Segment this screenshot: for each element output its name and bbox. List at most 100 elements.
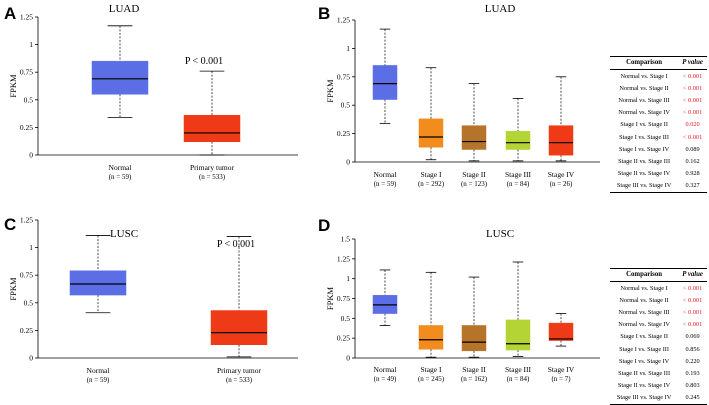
panel-d-box-stage-ii-count: (n = 162) [461,375,488,383]
panel-b-box-stage-iv-count: (n = 26) [550,180,573,188]
panel-b-ytick-label: 1.25 [337,16,350,25]
comparison-cell: Stage I vs. Stage III [619,133,669,141]
p-value-cell: 0.162 [685,157,700,165]
panel-d-ytick-label: 0.25 [337,334,350,343]
p-value-cell: < 0.001 [682,308,703,316]
panel-d-ytick-label: 1.25 [337,254,350,263]
table-row: Stage I vs. Stage II 0.069 [610,331,707,343]
comparison-header: Comparison [610,268,679,282]
p-value-header: P value [678,56,707,70]
panel-d-ytick-label: 0 [346,354,350,363]
panel-a-title: LUAD [109,3,140,15]
table-row: Stage I vs. Stage III < 0.001 [610,131,707,143]
panel-b-box-stage-ii-count: (n = 123) [461,180,488,188]
comparison-cell: Normal vs. Stage I [620,72,668,80]
panel-a-p-annotation: P < 0.001 [185,56,223,67]
panel-b-box-stage-iv-iqr [548,125,574,156]
table-row: Normal vs. Stage II < 0.001 [610,294,707,306]
panel-a-letter: A [4,4,16,23]
table-row: Stage III vs. Stage IV 0.245 [610,391,707,405]
panel-b-y-label: FPKM [325,79,335,103]
comparison-cell: Stage II vs. Stage IV [617,382,671,390]
panel-d-title: LUSC [486,228,514,240]
p-value-cell: 0.803 [685,382,700,390]
panel-a-box-primary-tumor-iqr [183,115,241,143]
comparison-cell: Normal vs. Stage II [619,84,669,92]
panel-d-ytick-label: 0.5 [341,314,351,323]
panel-b-box-stage-i-label: Stage I [420,170,442,179]
comparison-cell: Normal vs. Stage IV [618,109,670,117]
panel-b-box-normal-label: Normal [374,170,397,179]
comparison-cell: Normal vs. Stage III [618,308,670,316]
panel-b-box-stage-iii-iqr [505,131,531,150]
panel-b-box-stage-i-iqr [418,118,444,148]
stats-table-d: Comparison P value Normal vs. Stage I < 0.… [610,268,707,405]
panel-d-box-stage-i-label: Stage I [420,365,442,374]
panel-a-box-primary-tumor-count: (n = 533) [199,173,226,181]
panel-b-title: LUAD [485,3,516,15]
panel-a-ytick-label: 0 [29,151,33,160]
table-row: Normal vs. Stage III < 0.001 [610,94,707,106]
panel-b-box-stage-ii-label: Stage II [462,170,486,179]
p-value-cell: 0.193 [685,369,700,377]
panel-c-box-primary-tumor-count: (n = 533) [226,376,253,384]
panel-b-box-normal-count: (n = 59) [374,180,397,188]
comparison-cell: Normal vs. Stage II [619,296,669,304]
panel-a-y-label: FPKM [8,74,18,98]
panel-b-ytick-label: 0.25 [337,129,350,138]
panel-c-box-normal-label: Normal [87,366,110,375]
comparison-cell: Stage I vs. Stage IV [618,357,670,365]
panel-c-letter: C [4,215,16,234]
panel-b-box-stage-iii-label: Stage III [505,170,532,179]
panel-d-letter: D [318,216,330,235]
p-value-cell: 0.089 [685,145,700,153]
panel-d-box-normal-count: (n = 49) [374,375,397,383]
comparison-cell: Normal vs. Stage III [618,96,670,104]
panel-a-ytick-label: 0.75 [20,68,33,77]
panel-d-box-stage-i-iqr [418,325,444,350]
p-value-cell: < 0.001 [682,84,703,92]
comparison-cell: Stage I vs. Stage II [620,121,668,129]
panel-c-title: LUSC [110,228,138,240]
panel-c-ytick-label: 0.75 [20,271,33,280]
panel-b-ytick-label: 0 [346,158,350,167]
table-row: Normal vs. Stage IV < 0.001 [610,319,707,331]
table-row: Stage I vs. Stage IV 0.089 [610,143,707,155]
panel-d-box-stage-iv-count: (n = 7) [551,375,571,383]
table-row: Normal vs. Stage II < 0.001 [610,82,707,94]
panel-b-ytick-label: 1 [346,44,350,53]
stats-table-b: Comparison P value Normal vs. Stage I < 0.… [610,56,707,193]
panel-d-box-stage-iv-label: Stage IV [548,365,575,374]
panel-c-ytick-label: 0 [29,354,33,363]
comparison-cell: Stage III vs. Stage IV [610,179,679,193]
panel-d-box-stage-i-count: (n = 245) [418,375,445,383]
comparison-cell: Stage III vs. Stage IV [610,391,679,405]
comparison-cell: Stage II vs. Stage III [618,157,671,165]
comparison-cell: Normal vs. Stage I [620,284,668,292]
p-value-cell: 0.928 [685,170,700,178]
panel-a-ytick-label: 1 [29,40,33,49]
panel-c-box-normal-count: (n = 59) [87,376,110,384]
panel-d-ytick-label: 1 [346,274,350,283]
comparison-cell: Stage I vs. Stage IV [618,145,670,153]
panel-c-ytick-label: 0.25 [20,326,33,335]
table-row: Normal vs. Stage I < 0.001 [610,70,707,83]
panel-b-box-stage-ii-iqr [461,125,487,150]
panel-d-ytick-label: 0.75 [337,294,350,303]
panel-c-ytick-label: 1 [29,243,33,252]
panel-b-letter: B [318,4,330,23]
p-value-cell: < 0.001 [682,321,703,329]
comparison-cell: Stage II vs. Stage III [618,369,671,377]
p-value-cell: 0.245 [678,391,707,405]
panel-a-box-primary-tumor-label: Primary tumor [190,163,234,172]
panel-a-ytick-label: 0.5 [24,95,34,104]
table-row: Normal vs. Stage IV < 0.001 [610,107,707,119]
panel-d-box-stage-iv-iqr [548,322,574,341]
p-value-cell: < 0.001 [682,133,703,141]
p-value-cell: 0.069 [685,333,700,341]
comparison-cell: Normal vs. Stage IV [618,321,670,329]
panel-c-box-normal-iqr [69,270,127,296]
p-value-header: P value [678,268,707,282]
panel-c-y-label: FPKM [8,277,18,301]
